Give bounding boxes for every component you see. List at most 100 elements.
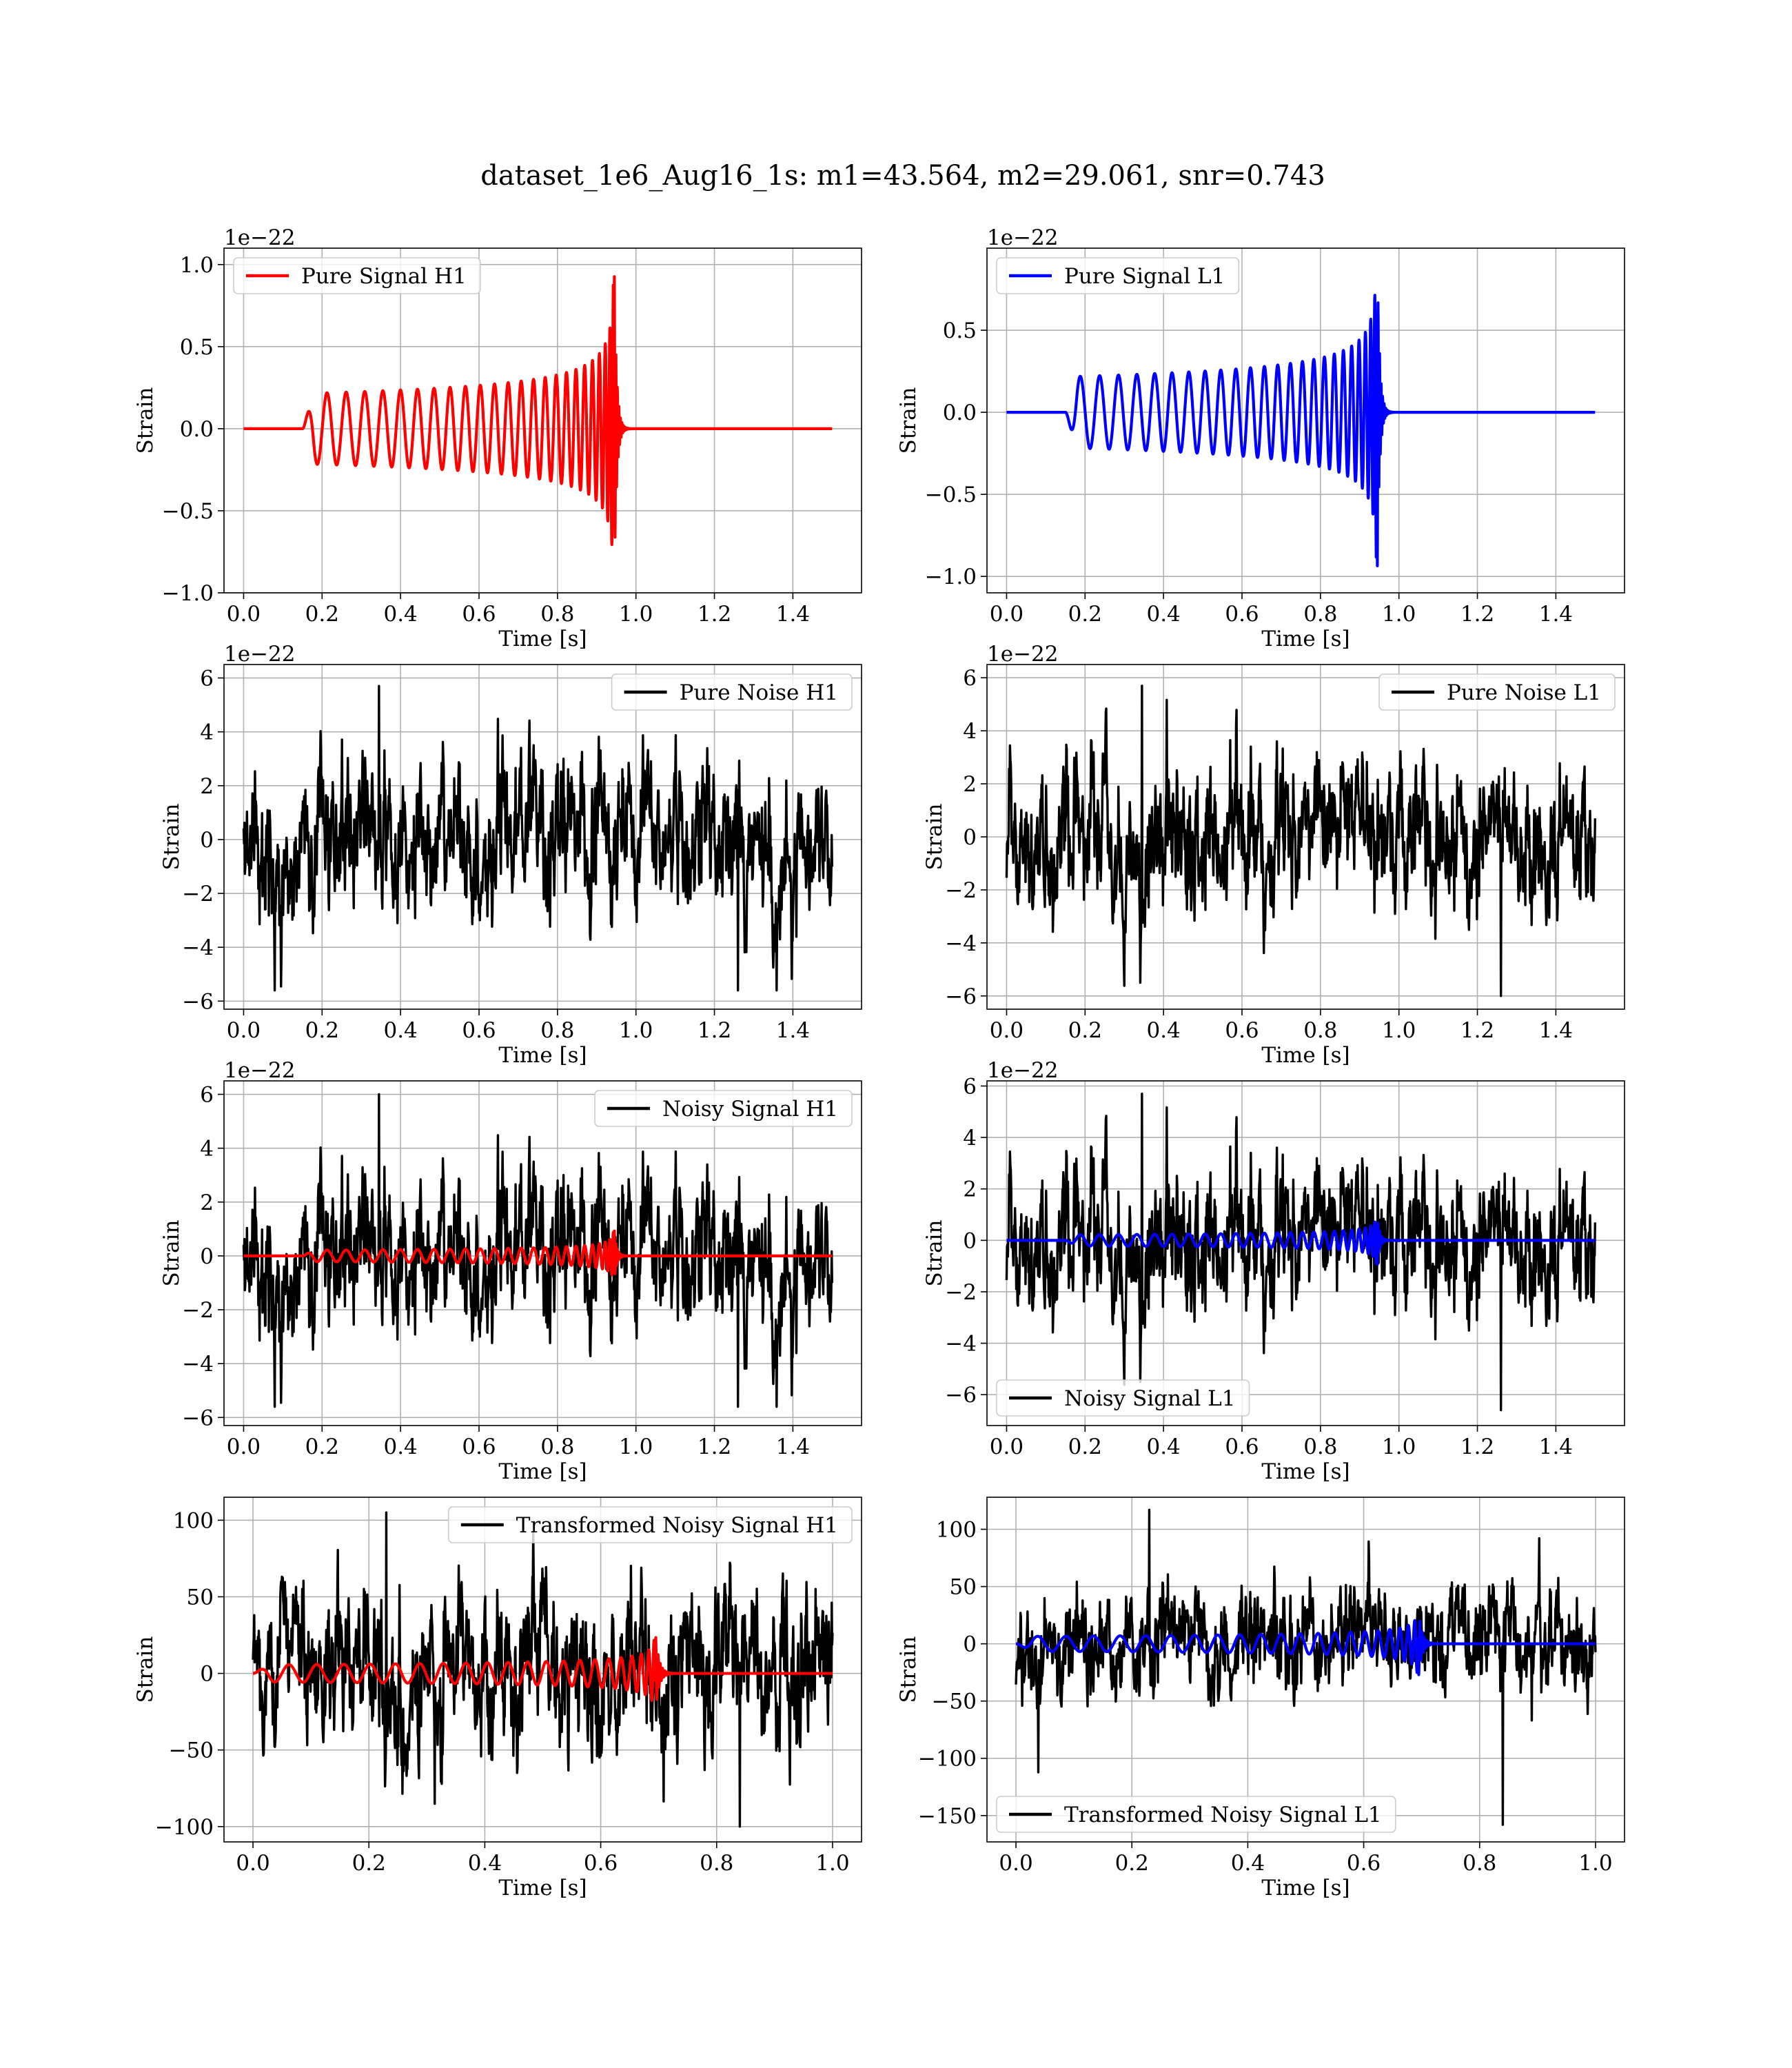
axis-offset-text: 1e−22 [224, 1058, 296, 1083]
y-tick-label: −1.0 [925, 565, 977, 589]
y-tick-label: −0.5 [925, 483, 977, 507]
y-tick-label: −0.5 [162, 499, 214, 524]
legend: Noisy Signal L1 [996, 1379, 1250, 1417]
axes-pure-noise-h1: 0.0 0.2 0.4 0.6 0.8 1.0 1.2 1.4 −6 −4 −2 0 2 4 6 Time [… [159, 642, 862, 1068]
legend-label: Pure Signal L1 [1064, 264, 1225, 289]
y-tick-label: 0 [963, 1228, 977, 1253]
y-tick-label: 4 [200, 1137, 214, 1162]
axes-frame [986, 1497, 1625, 1843]
legend: Pure Noise H1 [611, 673, 853, 711]
x-tick-label: 0.0 [999, 1851, 1032, 1876]
legend-box [1378, 673, 1616, 711]
x-tick-label: 0.2 [305, 1018, 339, 1043]
x-tick-label: 0.4 [383, 1018, 417, 1043]
series-group [1005, 294, 1597, 568]
series-line-pure-signal-h1 [242, 275, 834, 547]
x-axis-label: Time [s] [1261, 627, 1350, 651]
legend-label: Transformed Noisy Signal H1 [516, 1513, 838, 1538]
x-tick-label: 0.2 [1068, 1435, 1102, 1459]
legend: Transformed Noisy Signal L1 [996, 1796, 1396, 1833]
x-tick-label: 0.4 [1231, 1851, 1265, 1876]
y-tick-label: −6 [182, 1406, 214, 1430]
x-tick-label: 1.2 [1460, 602, 1494, 627]
y-axis-label: Strain [159, 804, 184, 871]
x-tick-label: 0.8 [1303, 1435, 1337, 1459]
series-line-pure-noise-h1 [242, 685, 834, 992]
axes-frame [223, 1080, 862, 1426]
x-tick-label: 0.2 [352, 1851, 386, 1876]
series-line-noisy-signal-l1 [1005, 1092, 1597, 1412]
y-tick-label: 50 [950, 1575, 977, 1600]
y-axis-label: Strain [159, 1220, 184, 1287]
x-axis-label: Time [s] [498, 627, 587, 651]
series-group [242, 1093, 834, 1408]
axes-transformed-noisy-signal-h1: 0.0 0.2 0.4 0.6 0.8 1.0 −100 −50 0 50 100 Time [s] S… [133, 1497, 862, 1900]
series-group [242, 685, 834, 992]
legend-box [594, 1090, 853, 1127]
x-tick-label: 1.0 [1382, 602, 1416, 627]
x-tick-label: 1.0 [1382, 1435, 1416, 1459]
x-tick-label: 1.4 [776, 602, 810, 627]
y-tick-label: −2 [945, 878, 977, 903]
x-tick-label: 0.0 [227, 1018, 261, 1043]
x-axis-label: Time [s] [1261, 1459, 1350, 1484]
x-tick-label: 1.2 [698, 602, 731, 627]
legend-box [233, 257, 481, 294]
y-tick-label: 0 [963, 1632, 977, 1657]
axes-pure-noise-l1: 0.0 0.2 0.4 0.6 0.8 1.0 1.2 1.4 −6 −4 −2 0 2 4 6 Time [… [922, 642, 1625, 1068]
x-tick-label: 1.0 [619, 1435, 653, 1459]
y-tick-label: 4 [200, 720, 214, 745]
x-tick-label: 0.8 [1303, 602, 1337, 627]
legend-box [611, 673, 853, 711]
x-tick-label: 0.8 [540, 602, 574, 627]
x-tick-label: 0.0 [227, 1435, 261, 1459]
series-group [252, 1511, 834, 1828]
y-tick-label: 2 [200, 1190, 214, 1215]
y-tick-label: 0.0 [943, 401, 977, 425]
series-group [1005, 1092, 1597, 1412]
legend: Pure Noise L1 [1378, 673, 1616, 711]
x-tick-label: 0.0 [236, 1851, 269, 1876]
x-axis-label: Time [s] [1261, 1043, 1350, 1068]
y-tick-label: 2 [200, 774, 214, 799]
figure-suptitle: dataset_1e6_Aug16_1s: m1=43.564, m2=29.0… [480, 160, 1325, 192]
y-axis-label: Strain [133, 1636, 158, 1703]
x-tick-label: 0.8 [700, 1851, 733, 1876]
y-tick-label: 2 [963, 1177, 977, 1202]
y-tick-label: 4 [963, 1126, 977, 1150]
series-line-signal-overlay [1005, 1220, 1597, 1266]
legend-box [996, 1796, 1396, 1833]
series-line-pure-noise-l1 [1005, 685, 1597, 997]
x-tick-label: 1.0 [815, 1851, 849, 1876]
axes-frame [223, 247, 862, 594]
y-tick-label: 0 [963, 825, 977, 850]
y-tick-label: −2 [945, 1280, 977, 1305]
x-tick-label: 0.6 [1225, 602, 1259, 627]
series-line-noisy-signal-h1 [242, 1093, 834, 1408]
y-tick-label: 1.0 [180, 253, 214, 278]
series-line-transformed-noisy-signal-l1 [1015, 1508, 1597, 1826]
x-tick-label: 0.0 [227, 602, 261, 627]
x-tick-label: 0.6 [1225, 1435, 1259, 1459]
y-tick-label: −6 [182, 989, 214, 1014]
x-tick-label: 0.6 [462, 1435, 496, 1459]
x-axis-label: Time [s] [498, 1876, 587, 1900]
x-tick-label: 1.0 [1578, 1851, 1612, 1876]
x-tick-label: 0.2 [1068, 602, 1102, 627]
series-line-pure-signal-l1 [1005, 294, 1597, 568]
x-tick-label: 0.4 [1146, 1435, 1180, 1459]
y-tick-label: 0.5 [180, 335, 214, 360]
y-tick-label: 50 [187, 1585, 214, 1610]
legend-label: Noisy Signal L1 [1064, 1386, 1236, 1411]
axis-offset-text: 1e−22 [224, 642, 296, 667]
y-tick-label: 6 [200, 667, 214, 691]
y-tick-label: 0 [200, 828, 214, 853]
y-tick-label: −2 [182, 1298, 214, 1323]
y-tick-label: −100 [918, 1747, 977, 1772]
y-tick-label: 6 [963, 666, 977, 691]
y-tick-label: 0 [200, 1244, 214, 1269]
legend-label: Pure Signal H1 [301, 264, 467, 289]
axis-offset-text: 1e−22 [224, 225, 296, 250]
series-line-signal-overlay [1015, 1619, 1597, 1676]
x-axis-label: Time [s] [498, 1043, 587, 1068]
